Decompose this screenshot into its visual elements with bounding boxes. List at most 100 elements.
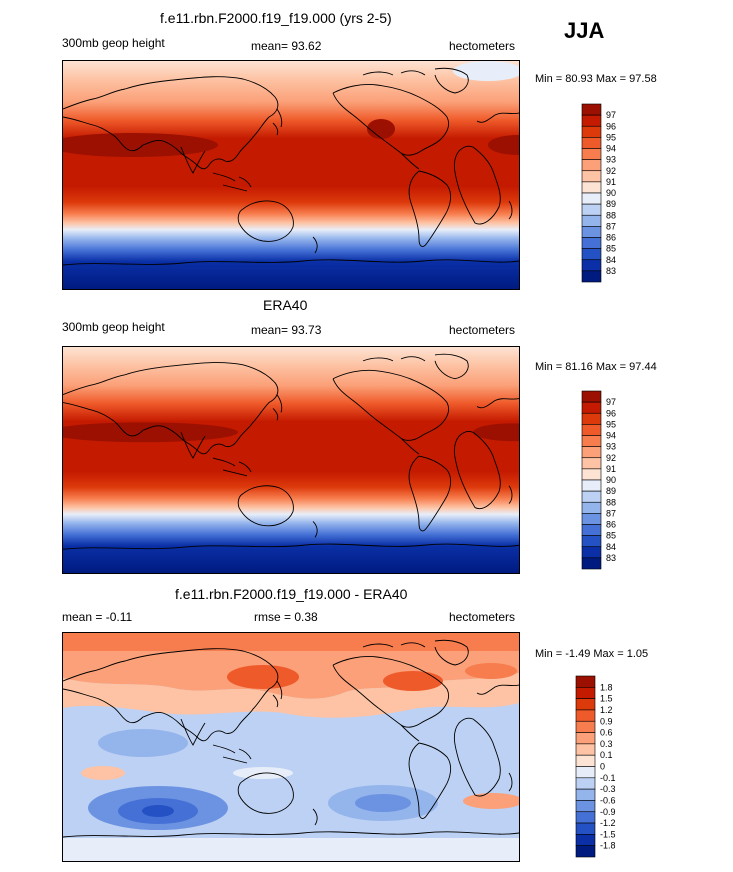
panel2-colorbar-swatch	[581, 513, 602, 525]
coastline	[212, 457, 252, 477]
coastline	[362, 642, 426, 648]
panel1-colorbar-label: 87	[606, 221, 616, 231]
panel2-map	[62, 346, 520, 574]
panel3-nh-light-region	[63, 673, 519, 718]
panel3-colorbar-swatch	[575, 834, 596, 846]
panel2-colorbar-swatch	[581, 557, 602, 570]
panel2-colorbar-swatch	[581, 390, 602, 403]
coastline	[400, 724, 420, 742]
coastline	[237, 200, 294, 242]
panel1-max-band-east	[488, 135, 519, 155]
panel2-colorbar-swatch	[581, 490, 602, 503]
coastline	[312, 808, 318, 826]
coastline	[63, 543, 519, 550]
coastline	[180, 718, 206, 746]
coastline	[408, 170, 452, 247]
coastline	[476, 398, 519, 409]
panel3-map	[62, 632, 520, 862]
panel3-colorbar-label: 1.5	[600, 694, 613, 704]
panel1-colorbar-label: 84	[606, 255, 616, 265]
coastline	[508, 485, 513, 504]
panel1-colorbar-label: 86	[606, 233, 616, 243]
panel1-colorbar-label: 96	[606, 121, 616, 131]
panel1-colorbar-swatch	[581, 237, 602, 249]
panel1-colorbar-swatch	[581, 137, 602, 149]
panel2-colorbar-label: 94	[606, 431, 616, 441]
panel3-units-label: hectometers	[449, 610, 516, 624]
coastline	[508, 200, 513, 220]
coastline	[400, 437, 420, 455]
panel3-colorbar-label: 0.6	[600, 728, 613, 738]
panel2-variable-label: 300mb geop height	[62, 320, 165, 334]
panel3-colorbar: 1.8 1.5 1.2 0.9 0.6 0.3 0.1 0 -0.1 -0.3 -0.6 -0.9 -1…	[575, 675, 636, 858]
panel1-colorbar-swatch	[581, 226, 602, 238]
panel3-colorbar-swatch	[575, 698, 596, 711]
coastline	[63, 362, 279, 455]
panel2-colorbar-label: 97	[606, 397, 616, 407]
coastline	[434, 67, 469, 94]
panel3-colorbar-label: 1.2	[600, 705, 613, 715]
panel2-colorbar-swatch	[581, 468, 602, 481]
coastline	[434, 353, 469, 380]
panel3-colorbar-swatch	[575, 743, 596, 756]
panel3-colorbar-swatch	[575, 811, 596, 824]
coastline	[237, 485, 294, 527]
panel3-colorbar-swatch	[575, 732, 596, 745]
panel3-warm-patch-sh1	[81, 766, 125, 780]
panel3-colorbar-swatch	[575, 720, 596, 733]
coastline	[63, 831, 519, 838]
coastline	[453, 431, 501, 509]
coastline	[63, 76, 279, 170]
panel1-colorbar-swatch	[581, 114, 602, 127]
coastline	[63, 259, 519, 266]
panel3-colorbar-svg: 1.81.51.20.90.60.30.10-0.1-0.3-0.6-0.9-1…	[575, 675, 616, 858]
panel3-colorbar-label: -1.5	[600, 829, 616, 839]
panel3-colorbar-swatch	[575, 800, 596, 813]
panel2-mean-label: mean= 93.73	[251, 323, 322, 337]
panel2-colorbar-label: 95	[606, 419, 616, 429]
panel3-colorbar-swatch	[575, 709, 596, 722]
panel2-colorbar-swatch	[581, 524, 602, 536]
coastline	[434, 639, 469, 666]
panel3-warm-patch-na	[383, 671, 443, 691]
panel2-title: ERA40	[263, 297, 308, 313]
panel3-colorbar-swatch	[575, 766, 596, 779]
panel3-colorbar-swatch	[575, 687, 596, 699]
panel1-colorbar-label: 83	[606, 266, 616, 276]
coastline	[180, 146, 206, 174]
panel1-colorbar-label: 91	[606, 177, 616, 187]
panel3-colorbar-swatch	[575, 788, 596, 801]
coastline	[63, 648, 279, 742]
panel2-colorbar-swatch	[581, 535, 602, 548]
panel2-max-band-east	[473, 423, 519, 442]
panel1-units-label: hectometers	[449, 39, 516, 53]
panel3-colorbar-swatch	[575, 845, 596, 858]
panel1-colorbar-swatch	[581, 148, 602, 160]
coastline	[453, 145, 501, 225]
panel3-min-max: Min = -1.49 Max = 1.05	[535, 648, 649, 660]
panel3-colorbar-label: -1.8	[600, 841, 616, 851]
panel3-colorbar-label: 0.3	[600, 739, 613, 749]
panel1-colorbar-swatch	[581, 192, 602, 205]
panel1-colorbar-swatch	[581, 125, 602, 138]
panel3-colorbar-label: 0.9	[600, 716, 613, 726]
panel1-colorbar-swatch	[581, 203, 602, 216]
panel3-warm-patch-ne	[465, 663, 517, 679]
panel1-colorbar-swatch	[581, 103, 602, 116]
coastline	[332, 369, 450, 441]
panel3-colorbar-swatch	[575, 777, 596, 790]
panel1-max-patch-na	[367, 119, 395, 139]
coastline	[476, 112, 519, 123]
coastline	[272, 394, 283, 421]
panel1-colorbar-swatch	[581, 214, 602, 227]
coastline	[400, 152, 420, 170]
panel1-colorbar-label: 88	[606, 210, 616, 220]
panel2-colorbar-swatch	[581, 446, 602, 459]
panel1-colorbar-label: 85	[606, 244, 616, 254]
panel3-mean-label: mean = -0.11	[62, 610, 133, 624]
panel2-colorbar-label: 88	[606, 497, 616, 507]
panel1-mean-label: mean= 93.62	[251, 39, 322, 53]
panel1-colorbar-swatch	[581, 181, 602, 194]
panel2-colorbar-label: 96	[606, 408, 616, 418]
